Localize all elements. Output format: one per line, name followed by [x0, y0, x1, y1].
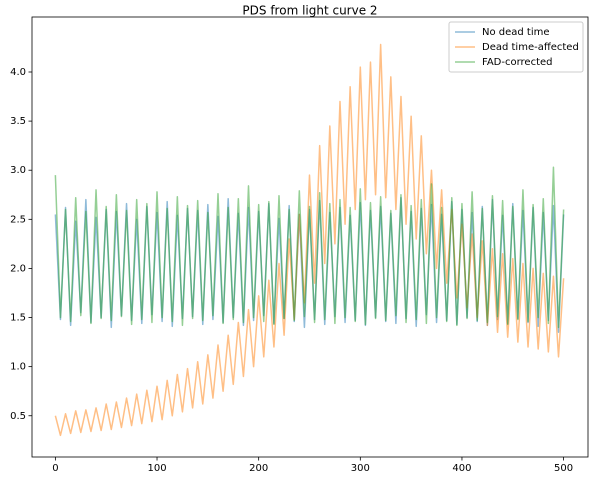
chart-title: PDS from light curve 2 [242, 4, 377, 18]
plot-frame [31, 16, 589, 458]
y-tick-label: 4.0 [10, 67, 26, 78]
y-tick-label: 1.0 [10, 362, 26, 373]
y-tick-label: 3.5 [10, 116, 26, 127]
y-tick-label: 3.0 [10, 165, 26, 176]
x-tick-label: 400 [452, 463, 471, 474]
x-tick-label: 0 [52, 463, 58, 474]
y-tick-label: 2.0 [10, 263, 26, 274]
y-tick-label: 2.5 [10, 214, 26, 225]
legend-label: FAD-corrected [482, 57, 553, 68]
x-tick-label: 100 [147, 463, 166, 474]
y-tick-label: 0.5 [10, 411, 26, 422]
y-tick-label: 1.5 [10, 313, 26, 324]
legend-label: No dead time [482, 27, 550, 38]
legend-box [448, 21, 584, 73]
series-line [54, 166, 565, 329]
legend-label: Dead time-affected [482, 42, 579, 53]
x-tick-label: 500 [554, 463, 573, 474]
x-tick-label: 300 [351, 463, 370, 474]
x-tick-label: 200 [249, 463, 268, 474]
